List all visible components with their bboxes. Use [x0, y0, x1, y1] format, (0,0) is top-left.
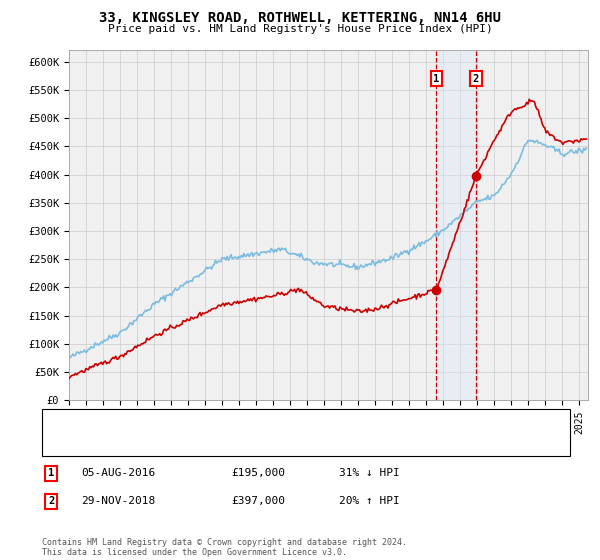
Text: 1: 1 [48, 468, 54, 478]
Text: 05-AUG-2016: 05-AUG-2016 [81, 468, 155, 478]
Text: £195,000: £195,000 [231, 468, 285, 478]
Text: 2: 2 [48, 496, 54, 506]
Text: 33, KINGSLEY ROAD, ROTHWELL, KETTERING, NN14 6HU (detached house): 33, KINGSLEY ROAD, ROTHWELL, KETTERING, … [87, 417, 469, 427]
Text: Price paid vs. HM Land Registry's House Price Index (HPI): Price paid vs. HM Land Registry's House … [107, 24, 493, 34]
Text: Contains HM Land Registry data © Crown copyright and database right 2024.
This d: Contains HM Land Registry data © Crown c… [42, 538, 407, 557]
Bar [436, 50, 476, 400]
Text: 20% ↑ HPI: 20% ↑ HPI [339, 496, 400, 506]
Text: 33, KINGSLEY ROAD, ROTHWELL, KETTERING, NN14 6HU: 33, KINGSLEY ROAD, ROTHWELL, KETTERING, … [99, 11, 501, 25]
Text: ——: —— [51, 416, 76, 428]
Text: £397,000: £397,000 [231, 496, 285, 506]
Text: ——: —— [51, 437, 76, 450]
Text: HPI: Average price, detached house, North Northamptonshire: HPI: Average price, detached house, Nort… [87, 438, 428, 448]
Text: 31% ↓ HPI: 31% ↓ HPI [339, 468, 400, 478]
Text: 1: 1 [433, 73, 440, 83]
Text: 29-NOV-2018: 29-NOV-2018 [81, 496, 155, 506]
Text: 2: 2 [473, 73, 479, 83]
